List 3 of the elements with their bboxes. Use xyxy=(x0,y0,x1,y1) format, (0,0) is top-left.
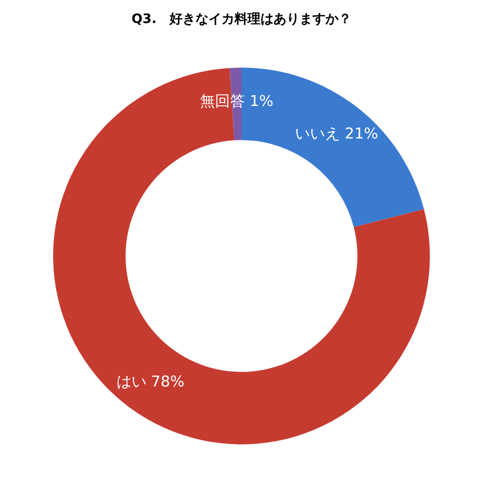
slice-label: いいえ 21% xyxy=(295,124,378,142)
chart-title: Q3. 好きなイカ料理はありますか？ xyxy=(131,12,352,27)
slice-label: はい 78% xyxy=(116,372,184,391)
